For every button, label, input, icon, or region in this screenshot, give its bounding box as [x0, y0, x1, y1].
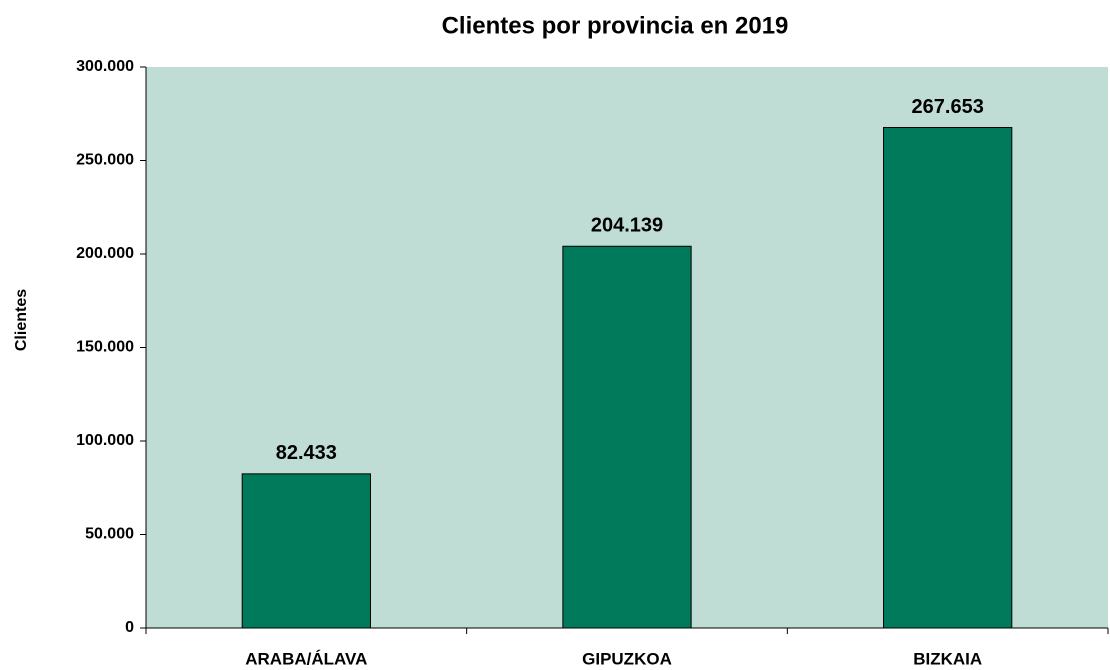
- bar: [241, 473, 371, 629]
- y-tick-label: 250.000: [76, 152, 134, 169]
- x-tick-label: ARABA/ÁLAVA: [245, 649, 367, 668]
- y-tick-label: 50.000: [85, 526, 134, 543]
- y-tick-label: 100.000: [76, 432, 134, 449]
- value-label: 267.653: [912, 96, 984, 118]
- value-label: 82.433: [276, 442, 337, 464]
- y-tick-label: 300.000: [76, 58, 134, 75]
- chart-title: Clientes por provincia en 2019: [442, 12, 789, 39]
- y-tick-label: 0: [125, 619, 134, 636]
- x-tick-label: BIZKAIA: [913, 649, 982, 668]
- bar: [562, 245, 692, 629]
- y-tick-label: 200.000: [76, 245, 134, 262]
- value-label: 204.139: [591, 215, 663, 237]
- y-tick-label: 150.000: [76, 339, 134, 356]
- x-tick-label: GIPUZKOA: [582, 649, 672, 668]
- bar: [883, 126, 1013, 629]
- y-axis-label: Clientes: [13, 289, 30, 351]
